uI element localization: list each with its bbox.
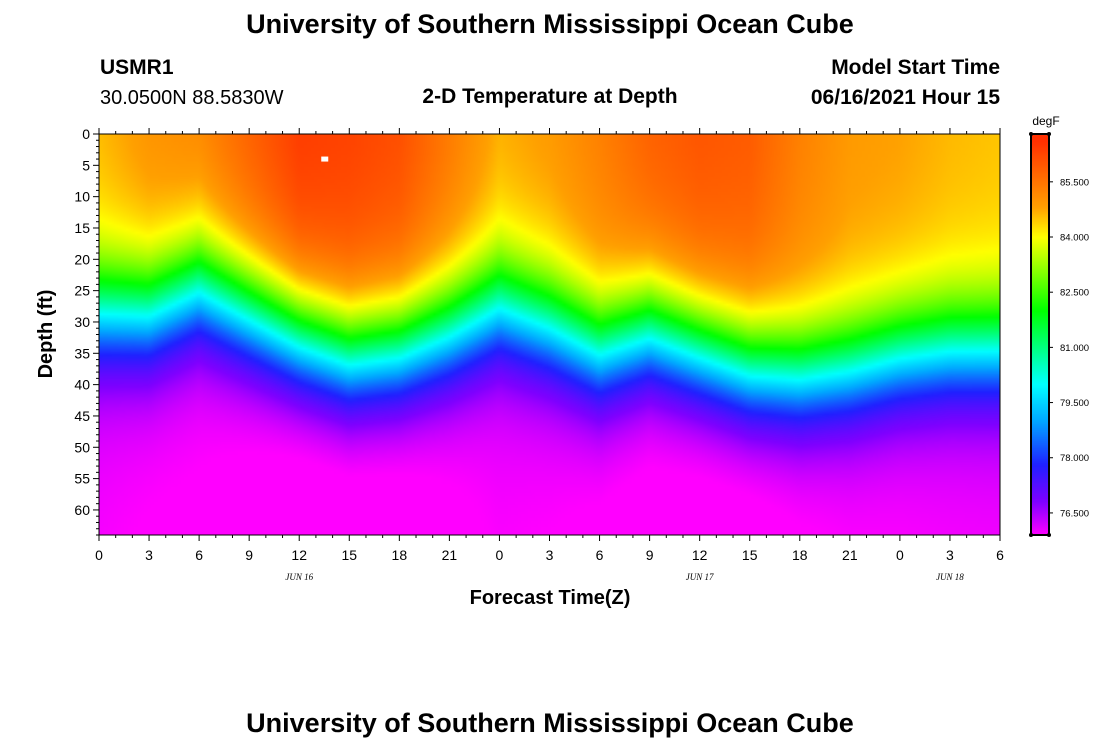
colorbar-unit: degF <box>1032 114 1059 128</box>
x-tick-label: 0 <box>896 547 904 563</box>
x-tick-label: 12 <box>291 547 307 563</box>
y-axis: 0 5 10 15 20 25 30 35 40 45 50 55 60 <box>74 126 99 536</box>
x-tick-label: 15 <box>341 547 357 563</box>
y-tick-label: 60 <box>74 502 90 518</box>
y-tick-label: 45 <box>74 408 90 424</box>
x-tick-label: 3 <box>145 547 153 563</box>
model-start-label: Model Start Time <box>831 56 1000 79</box>
x-tick-label: 9 <box>245 547 253 563</box>
temperature-heatmap <box>99 134 1000 535</box>
x-tick-label: 12 <box>692 547 708 563</box>
x-tick-label: 3 <box>946 547 954 563</box>
date-label: JUN 18 <box>936 572 964 582</box>
station-coordinates: 30.0500N 88.5830W <box>100 87 284 109</box>
station-id: USMR1 <box>100 56 174 79</box>
model-start-value: 06/16/2021 Hour 15 <box>810 86 1000 109</box>
y-tick-label: 55 <box>74 471 90 487</box>
y-tick-label: 40 <box>74 377 90 393</box>
page-title-top: University of Southern Mississippi Ocean… <box>246 9 854 39</box>
date-labels: JUN 16 JUN 17 JUN 18 <box>285 572 964 582</box>
colorbar-gradient <box>1031 134 1049 535</box>
plot-title: 2-D Temperature at Depth <box>422 85 678 108</box>
colorbar-tick-label: 85.500 <box>1060 177 1089 188</box>
colorbar-tick-label: 84.000 <box>1060 233 1089 244</box>
x-tick-label: 18 <box>392 547 408 563</box>
date-label: JUN 16 <box>285 572 313 582</box>
colorbar-tick-label: 82.500 <box>1060 288 1089 299</box>
date-label: JUN 17 <box>686 572 714 582</box>
marker-point <box>321 156 329 162</box>
x-tick-label: 3 <box>546 547 554 563</box>
colorbar-cap-dot <box>1029 533 1033 537</box>
y-tick-label: 5 <box>82 157 90 173</box>
x-tick-label: 9 <box>646 547 654 563</box>
y-axis-label: Depth (ft) <box>35 290 57 379</box>
colorbar-tick-label: 81.000 <box>1060 343 1089 354</box>
y-tick-label: 20 <box>74 251 90 267</box>
colorbar-cap-dot <box>1029 132 1033 136</box>
y-tick-label: 10 <box>74 189 90 205</box>
y-tick-label: 15 <box>74 220 90 236</box>
y-tick-label: 25 <box>74 283 90 299</box>
x-tick-label: 21 <box>842 547 858 563</box>
y-tick-label: 30 <box>74 314 90 330</box>
colorbar-tick-label: 76.500 <box>1060 508 1089 519</box>
x-tick-label: 21 <box>442 547 458 563</box>
x-tick-label: 0 <box>95 547 103 563</box>
x-axis-label: Forecast Time(Z) <box>470 587 631 609</box>
y-tick-label: 0 <box>82 126 90 142</box>
x-tick-label: 6 <box>596 547 604 563</box>
colorbar-frame <box>1030 133 1050 536</box>
y-tick-label: 50 <box>74 439 90 455</box>
colorbar-ticks: 85.500 84.000 82.500 81.000 79.500 78.000 76.5… <box>1029 132 1089 537</box>
y-tick-label: 35 <box>74 345 90 361</box>
x-tick-label: 15 <box>742 547 758 563</box>
x-tick-label: 0 <box>496 547 504 563</box>
colorbar-tick-label: 78.000 <box>1060 453 1089 464</box>
colorbar-cap-dot <box>1047 533 1051 537</box>
x-tick-label: 6 <box>195 547 203 563</box>
colorbar-cap-dot <box>1047 132 1051 136</box>
page-title-bottom: University of Southern Mississippi Ocean… <box>246 708 854 738</box>
colorbar-tick-label: 79.500 <box>1060 398 1089 409</box>
x-tick-label: 6 <box>996 547 1004 563</box>
x-tick-label: 18 <box>792 547 808 563</box>
marker <box>321 156 329 162</box>
x-axis: 0 3 6 9 12 15 18 21 0 3 6 9 12 15 18 21 0 3 6 <box>95 128 1004 563</box>
